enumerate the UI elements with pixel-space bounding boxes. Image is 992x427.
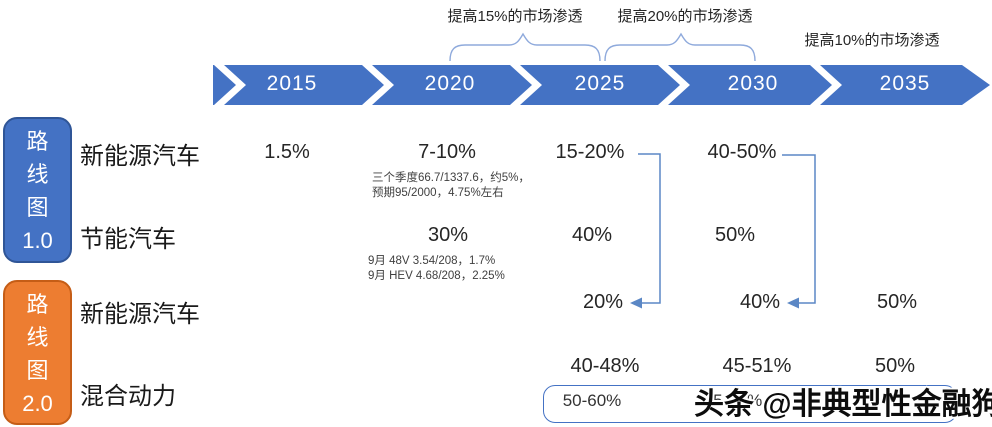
annotation-braces <box>449 32 756 62</box>
brace-15-percent <box>449 32 601 62</box>
row1-note-line1: 三个季度66.7/1337.6，约5%， <box>372 172 530 184</box>
row4-value-2030: 45-51% <box>722 355 792 377</box>
chevron-separator-start <box>214 65 246 105</box>
row2-value-2020: 30% <box>427 224 469 246</box>
row1-value-2025: 15-20% <box>555 141 625 163</box>
timeline-year-2030: 2030 <box>727 72 779 95</box>
roadmap-2-badge-line: 路 <box>26 292 49 317</box>
watermark-toutiao: 头条 @非典型性金融狗 <box>694 388 992 421</box>
roadmap-1-badge: 路 线 图 1.0 <box>3 117 72 263</box>
annotation-10-percent: 提高10%的市场渗透 <box>804 32 940 49</box>
chevron-separator-2025-2030 <box>658 65 690 105</box>
roadmap-1-badge-line: 路 <box>26 129 49 154</box>
row2-label-energy-saving: 节能汽车 <box>80 226 176 253</box>
connector-arrowheads <box>630 297 799 309</box>
arrowhead-left-2 <box>787 297 799 309</box>
roadmap-2-badge: 路 线 图 2.0 <box>3 280 72 425</box>
chevron-separators <box>214 65 842 105</box>
box-value-2030: 75-85% <box>703 391 763 410</box>
timeline-year-2035: 2035 <box>879 72 931 95</box>
connector-1520-to-20 <box>638 153 661 304</box>
roadmap-2-badge-line: 线 <box>26 325 49 350</box>
row1-value-2015: 1.5% <box>264 141 310 163</box>
row1-label-nev: 新能源汽车 <box>80 143 200 170</box>
row2-note-line2: 9月 HEV 4.68/208，2.25% <box>368 270 505 282</box>
roadmap-1-badge-line: 1.0 <box>22 228 53 253</box>
box-value-2025: 50-60% <box>562 391 622 410</box>
annotation-20-percent: 提高20%的市场渗透 <box>617 8 753 25</box>
hybrid-share-box <box>543 385 957 423</box>
row1-note: 三个季度66.7/1337.6，约5%， 预期95/2000，4.75%左右 <box>372 171 530 201</box>
roadmap-1-badge-line: 图 <box>26 195 49 220</box>
roadmap-2-badge-line: 2.0 <box>22 391 53 416</box>
row2-note-line1: 9月 48V 3.54/208，1.7% <box>368 255 496 267</box>
row1-note-line2: 预期95/2000，4.75%左右 <box>372 187 504 199</box>
row2-value-2030: 50% <box>714 224 756 246</box>
roadmap-2-badge-line: 图 <box>26 358 49 383</box>
row4-value-2025: 40-48% <box>570 355 640 377</box>
timeline-year-2015: 2015 <box>266 72 318 95</box>
timeline-year-2020: 2020 <box>424 72 476 95</box>
row3-value-2025: 20% <box>582 291 624 313</box>
timeline-band <box>213 65 990 105</box>
row1-value-2030: 40-50% <box>707 141 777 163</box>
connector-lines <box>638 153 816 304</box>
row4-label-hybrid: 混合动力 <box>80 383 176 410</box>
row2-value-2025: 40% <box>571 224 613 246</box>
row3-value-2030: 40% <box>739 291 781 313</box>
annotation-15-percent: 提高15%的市场渗透 <box>447 8 583 25</box>
connector-4050-to-40 <box>782 154 816 304</box>
row3-label-nev: 新能源汽车 <box>80 301 200 328</box>
roadmap-1-badge-line: 线 <box>26 162 49 187</box>
row1-value-2020: 7-10% <box>418 141 476 163</box>
arrowhead-left-1 <box>630 297 642 309</box>
row4-value-2035: 50% <box>874 355 916 377</box>
chevron-separator-2030-2035 <box>810 65 842 105</box>
row2-note: 9月 48V 3.54/208，1.7% 9月 HEV 4.68/208，2.2… <box>368 254 505 284</box>
chevron-separator-2020-2025 <box>510 65 542 105</box>
chevron-separator-2015-2020 <box>362 65 394 105</box>
brace-20-percent <box>604 32 756 62</box>
timeline-year-2025: 2025 <box>574 72 626 95</box>
row3-value-2035: 50% <box>876 291 918 313</box>
